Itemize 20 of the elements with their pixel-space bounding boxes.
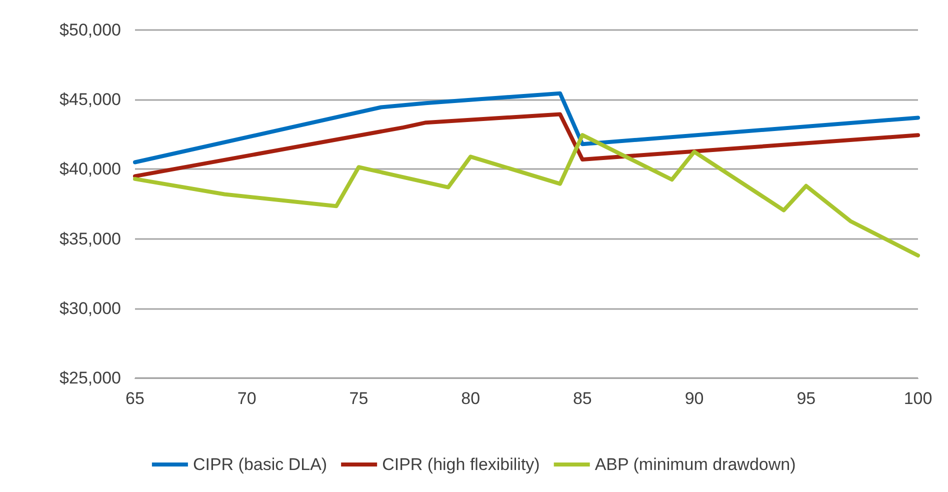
legend-label: CIPR (high flexibility): [382, 455, 540, 474]
legend-label: CIPR (basic DLA): [192, 455, 328, 474]
y-tick-label: $35,000: [60, 229, 121, 248]
line-series: [133, 91, 920, 164]
y-tick-label: $50,000: [60, 20, 121, 40]
x-tick-label: 75: [349, 389, 368, 408]
x-tick-label: 85: [572, 389, 592, 408]
x-tick-label: 95: [796, 389, 816, 408]
x-tick-label: 70: [237, 389, 256, 408]
x-tick-label: 65: [126, 389, 144, 408]
y-tick-label: $30,000: [60, 298, 121, 318]
y-tick-label: $45,000: [60, 90, 121, 110]
y-tick-label: $25,000: [60, 368, 121, 388]
legend-label: ABP (minimum drawdown): [594, 455, 796, 474]
line-series: [133, 112, 920, 178]
line-series: [133, 133, 920, 258]
y-tick-label: $40,000: [60, 160, 121, 179]
x-tick-label: 100: [904, 389, 932, 408]
x-tick-label: 80: [461, 389, 480, 408]
x-tick-label: 90: [684, 389, 704, 408]
